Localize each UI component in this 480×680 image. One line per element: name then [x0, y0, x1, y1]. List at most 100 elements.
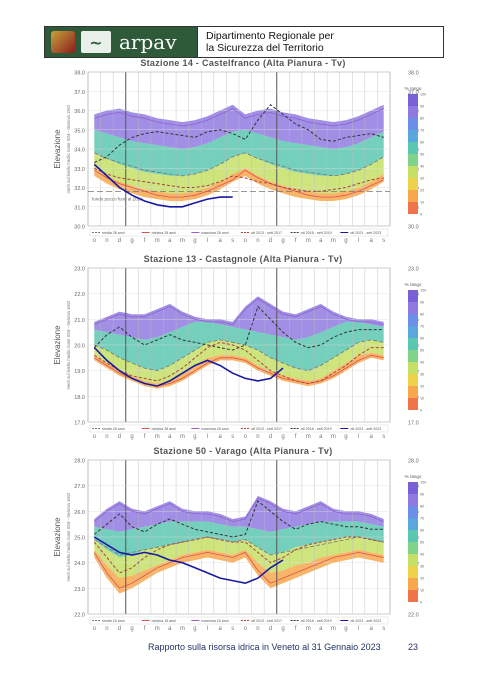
- scale-tick-label: 90: [420, 105, 424, 109]
- chart-stazione-50: Stazione 50 - Varago (Alta Pianura - Tv)…: [44, 446, 442, 636]
- scale-segment: [408, 566, 418, 578]
- veneto-crest-icon: [51, 31, 75, 53]
- y-tick-label-right: 23.0: [408, 267, 419, 273]
- x-tick-label: f: [295, 434, 297, 440]
- y-tick-label-right: 30.0: [408, 225, 419, 231]
- y-tick-label-right: 38.0: [408, 71, 419, 77]
- scale-tick-label: 100: [420, 481, 426, 485]
- x-tick-label: m: [180, 626, 185, 632]
- scale-segment: [408, 530, 418, 542]
- legend-label: media 28 anni: [102, 231, 125, 235]
- band-lower: [94, 339, 384, 384]
- y-tick-label: 22.0: [74, 613, 85, 619]
- y-tick-label: 31.0: [74, 205, 85, 211]
- scale-segment: [408, 398, 418, 410]
- x-tick-label: d: [118, 238, 121, 244]
- y-tick-label-right: 28.0: [408, 459, 419, 465]
- series-line: [94, 536, 384, 556]
- scale-segment: [408, 314, 418, 326]
- y-tick-label: 28.0: [74, 459, 85, 465]
- department-line-2: la Sicurezza del Territorio: [206, 42, 324, 54]
- x-tick-label: g: [130, 626, 133, 632]
- y-tick-label: 25.0: [74, 536, 85, 542]
- x-tick-label: f: [295, 626, 297, 632]
- scale-tick-label: 20: [420, 385, 424, 389]
- x-tick-label: s: [382, 238, 385, 244]
- x-tick-label: f: [144, 238, 146, 244]
- x-tick-label: f: [144, 626, 146, 632]
- x-tick-label: s: [231, 238, 234, 244]
- x-tick-label: n: [256, 238, 259, 244]
- y-tick-label-right: 22.0: [408, 613, 419, 619]
- scale-segment: [408, 578, 418, 590]
- legend-label: massima 28 anni: [201, 231, 228, 235]
- x-tick-label: l: [207, 434, 208, 440]
- scale-tick-label: 40: [420, 361, 424, 365]
- scale-tick-label: 80: [420, 117, 424, 121]
- scale-tick-label: 0: [420, 409, 422, 413]
- x-tick-label: g: [344, 238, 347, 244]
- x-tick-label: s: [231, 626, 234, 632]
- series-line: [93, 536, 384, 574]
- y-axis-title: Elevazione: [53, 517, 62, 557]
- scale-title: % rango: [405, 474, 422, 479]
- scale-tick-label: 10: [420, 589, 424, 593]
- x-tick-label: g: [193, 626, 196, 632]
- scale-segment: [408, 290, 418, 302]
- y-tick-label: 30.0: [74, 225, 85, 231]
- x-tick-label: g: [193, 238, 196, 244]
- scale-tick-label: 80: [420, 313, 424, 317]
- series-line: [94, 339, 384, 372]
- y-tick-label-right: 37.0: [408, 90, 419, 96]
- x-tick-label: a: [369, 434, 373, 440]
- chart-stazione-13: Stazione 13 - Castagnole (Alta Pianura -…: [44, 254, 442, 444]
- x-tick-label: f: [144, 434, 146, 440]
- x-tick-label: m: [306, 238, 311, 244]
- x-tick-label: g: [281, 434, 284, 440]
- scale-tick-label: 30: [420, 177, 424, 181]
- x-tick-label: g: [344, 626, 347, 632]
- scale-tick-label: 20: [420, 189, 424, 193]
- page-number: 23: [408, 642, 419, 652]
- legend-box: [89, 228, 389, 237]
- scale-segment: [408, 386, 418, 398]
- x-tick-label: s: [231, 434, 234, 440]
- x-tick-label: o: [93, 434, 97, 440]
- series-line: [94, 104, 384, 163]
- scale-tick-label: 70: [420, 517, 424, 521]
- x-tick-label: s: [382, 626, 385, 632]
- scale-tick-label: 30: [420, 373, 424, 377]
- scale-tick-label: 60: [420, 141, 424, 145]
- scale-segment: [408, 178, 418, 190]
- y-tick-label: 32.0: [74, 186, 85, 192]
- chart-title: Stazione 14 - Castelfranco (Alta Pianura…: [140, 58, 346, 68]
- x-tick-label: a: [319, 434, 323, 440]
- scale-segment: [408, 542, 418, 554]
- series-line: [93, 551, 384, 589]
- x-tick-label: o: [244, 434, 248, 440]
- legend-label: ott 2021 - sett 2023: [350, 427, 381, 431]
- series-line: [93, 305, 384, 351]
- x-tick-label: g: [344, 434, 347, 440]
- arpav-symbol-icon: ~: [81, 31, 111, 53]
- x-tick-label: m: [155, 238, 160, 244]
- band-lower: [94, 537, 384, 579]
- x-tick-label: n: [256, 434, 259, 440]
- y-axis-subtitle: metri sul livello medio mare IGM - Genov…: [66, 104, 71, 193]
- scale-tick-label: 40: [420, 165, 424, 169]
- x-tick-label: m: [331, 626, 336, 632]
- scale-segment: [408, 482, 418, 494]
- y-tick-label-right: 17.0: [408, 421, 419, 427]
- band-upper: [94, 321, 384, 371]
- series-line: [93, 500, 384, 538]
- y-tick-label: 23.0: [74, 267, 85, 273]
- scale-segment: [408, 338, 418, 350]
- legend-label: minima 28 anni: [152, 231, 177, 235]
- scale-segment: [408, 190, 418, 202]
- series-line: [93, 347, 284, 387]
- chart-title: Stazione 13 - Castagnole (Alta Pianura -…: [143, 254, 343, 264]
- x-tick-label: m: [306, 434, 311, 440]
- legend-label: ott 2018 - sett 2019: [301, 619, 332, 623]
- y-tick-label: 24.0: [74, 561, 85, 567]
- legend-label: minima 28 anni: [152, 427, 177, 431]
